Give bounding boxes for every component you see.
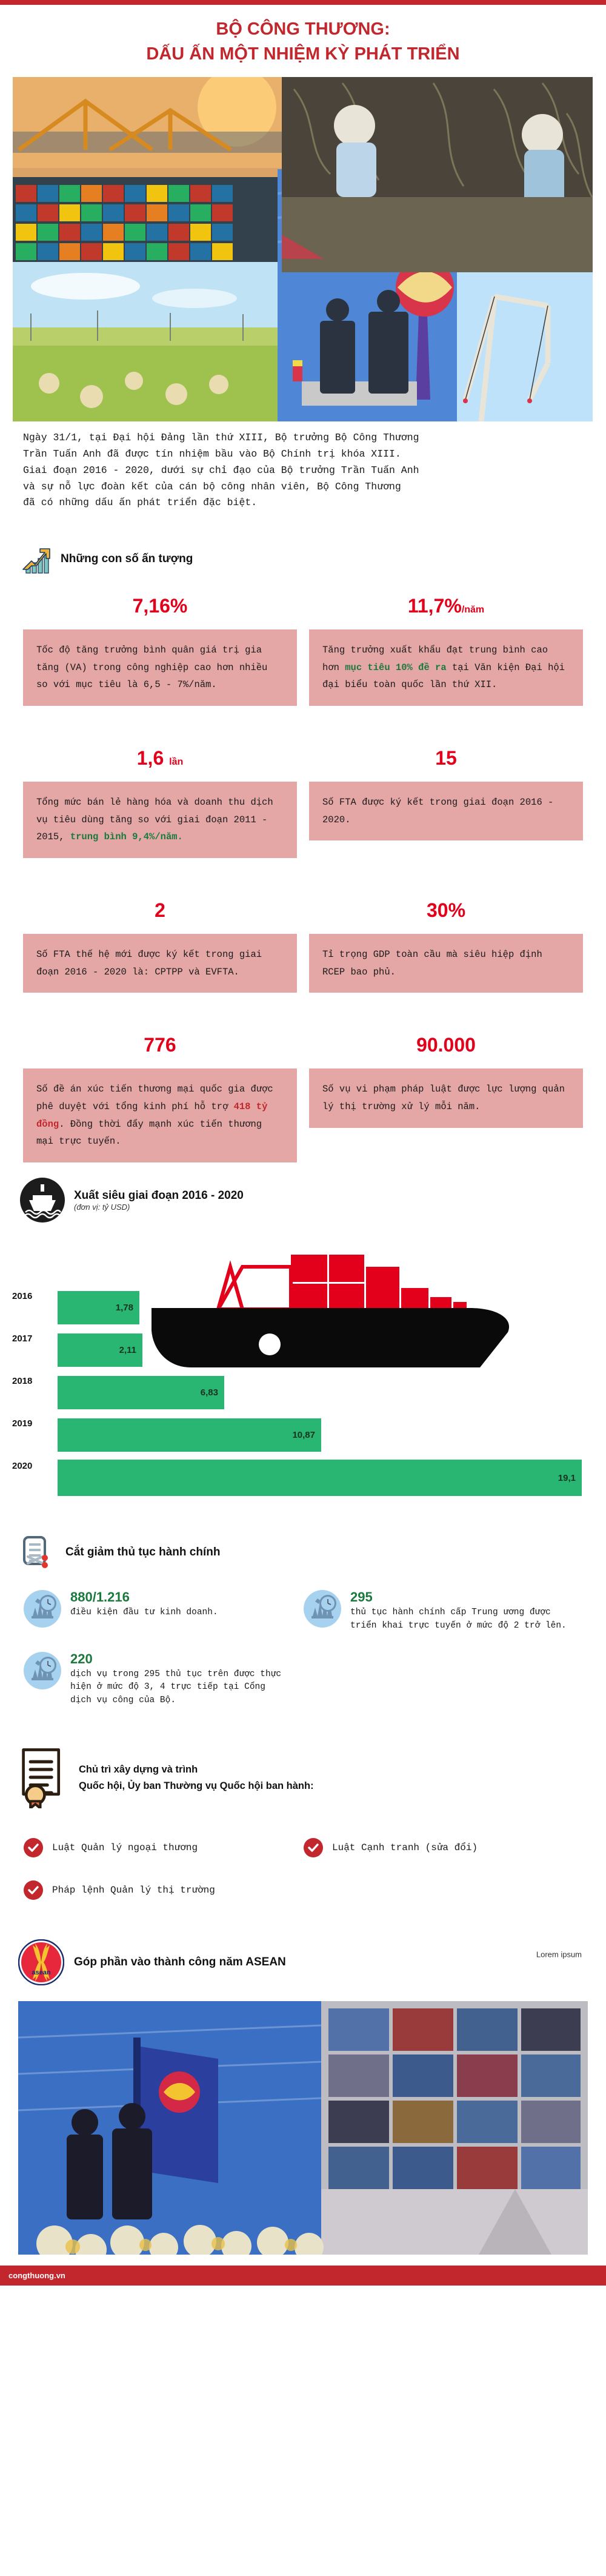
svg-text:asean: asean [32, 1969, 50, 1976]
